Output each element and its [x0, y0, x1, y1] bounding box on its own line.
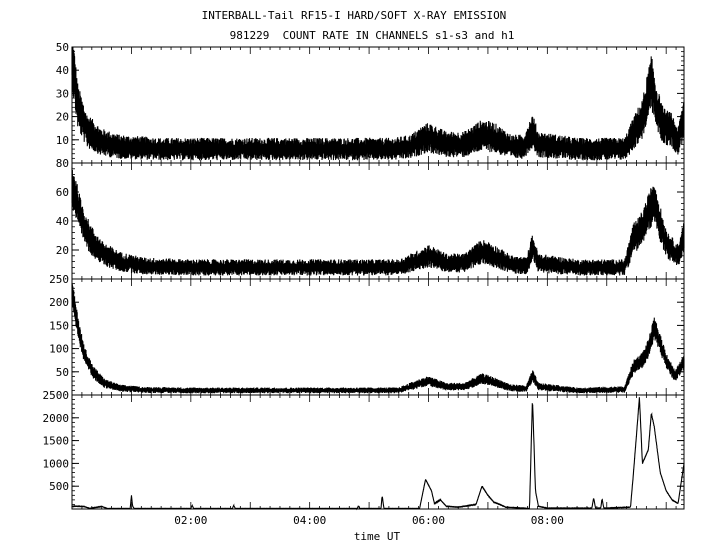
y-tick-label-s2: 40: [56, 215, 69, 228]
y-tick-label-s2: 20: [56, 244, 69, 257]
y-tick-label-h1: 2000: [43, 412, 70, 425]
y-tick-label-s3: 200: [49, 296, 69, 309]
panel-frame-h1: [71, 394, 685, 510]
x-axis-label: time UT: [354, 530, 401, 543]
series-line-s3: [71, 283, 685, 394]
panel-frame-s3: [71, 278, 685, 396]
chart-title: INTERBALL-Tail RF15-I HARD/SOFT X-RAY EM…: [201, 9, 507, 22]
y-tick-label-s2: 60: [56, 186, 69, 199]
series-line-s2: [71, 167, 685, 276]
x-tick-label: 04:00: [293, 514, 326, 527]
series-line-s1: [71, 46, 685, 161]
y-tick-label-s1: 30: [56, 87, 69, 100]
y-tick-label-s1: 20: [56, 111, 69, 124]
series-line-h1: [71, 397, 685, 511]
y-tick-label-s1: 50: [56, 41, 69, 54]
y-tick-label-s3: 100: [49, 343, 69, 356]
y-tick-label-h1: 1500: [43, 435, 70, 448]
y-tick-label-s2: 80: [56, 157, 69, 170]
y-tick-label-h1: 1000: [43, 457, 70, 470]
y-tick-label-s1: 10: [56, 134, 69, 147]
y-tick-label-h1: 500: [49, 480, 69, 493]
y-tick-label-s1: 40: [56, 64, 69, 77]
chart-subtitle: 981229 COUNT RATE IN CHANNELS s1-s3 and …: [229, 29, 515, 42]
x-tick-label: 08:00: [531, 514, 564, 527]
y-tick-label-s3: 250: [49, 273, 69, 286]
x-tick-label: 06:00: [412, 514, 445, 527]
y-tick-label-s3: 50: [56, 366, 69, 379]
x-tick-label: 02:00: [174, 514, 207, 527]
y-tick-label-s3: 150: [49, 319, 69, 332]
y-tick-label-h1: 2500: [43, 389, 70, 402]
